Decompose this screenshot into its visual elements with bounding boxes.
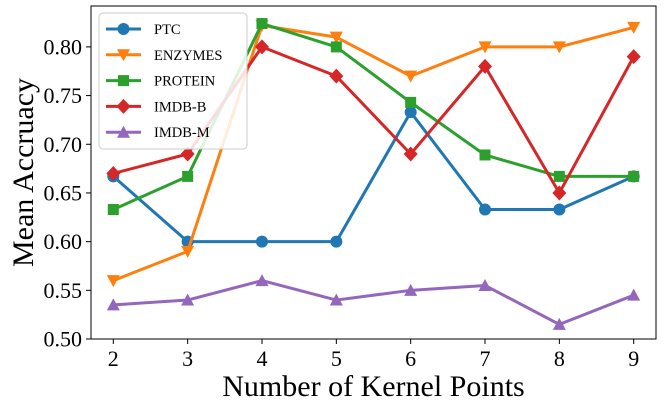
data-point <box>628 170 640 182</box>
legend-label: PROTEIN <box>154 74 216 90</box>
data-point <box>404 106 417 119</box>
x-tick-label: 3 <box>182 346 193 371</box>
x-tick-label: 9 <box>628 346 639 371</box>
legend-marker <box>116 98 131 114</box>
data-point <box>107 204 119 215</box>
data-point <box>403 146 418 162</box>
data-point <box>552 41 566 54</box>
y-tick-label: 0.50 <box>44 327 83 352</box>
x-tick-label: 7 <box>480 346 491 371</box>
legend-marker <box>117 49 130 62</box>
data-point <box>255 274 269 287</box>
plot-area: 2 3 4 5 6 7 8 9 0.50 0.55 0.60 0.65 0.70 0.75 0.80 <box>44 5 657 371</box>
data-point <box>626 49 641 65</box>
data-point <box>627 288 641 301</box>
y-tick-label: 0.80 <box>44 34 83 59</box>
data-point <box>553 170 565 182</box>
data-point <box>552 185 567 201</box>
data-point <box>256 18 268 30</box>
series-line <box>112 110 635 244</box>
data-point <box>627 21 641 34</box>
legend-label: ENZYMES <box>154 48 222 64</box>
data-point <box>404 70 418 83</box>
data-point <box>181 293 195 306</box>
y-tick-label: 0.70 <box>44 132 83 157</box>
data-point <box>552 317 566 330</box>
legend-entry-imdb-b: IMDB-B <box>106 98 206 115</box>
data-point <box>478 278 492 291</box>
data-point <box>180 146 195 162</box>
legend: PTC ENZYMES PROTEIN IMDB-B IMDB-M <box>98 12 248 150</box>
y-tick-label: 0.75 <box>44 83 83 108</box>
legend-entry-ptc: PTC <box>106 22 181 38</box>
data-point <box>329 293 343 306</box>
data-point <box>329 31 343 44</box>
x-tick-label: 6 <box>405 346 416 371</box>
data-point <box>479 149 491 161</box>
legend-marker <box>118 75 129 87</box>
legend-marker <box>117 125 130 138</box>
legend-label: IMDB-M <box>154 125 210 141</box>
data-point <box>553 203 566 216</box>
data-point <box>329 68 344 84</box>
data-point <box>479 203 492 216</box>
data-point <box>330 41 342 53</box>
x-axis-label: Number of Kernel Points <box>222 370 524 403</box>
x-tick-label: 5 <box>331 346 342 371</box>
legend-frame <box>98 12 248 150</box>
legend-marker <box>117 23 130 35</box>
x-tick-label: 4 <box>256 346 267 371</box>
series-imdb-m <box>106 274 641 330</box>
axes-frame <box>90 5 657 340</box>
legend-entry-imdb-m: IMDB-M <box>106 125 210 141</box>
y-axis-label: Mean Accruacy <box>7 78 40 267</box>
data-point <box>106 275 120 288</box>
series-line <box>113 279 635 326</box>
legend-entry-protein: PROTEIN <box>106 74 216 90</box>
series-line <box>112 23 635 282</box>
data-point <box>404 283 418 296</box>
data-point <box>478 41 492 54</box>
data-point <box>255 235 268 248</box>
legend-label: IMDB-B <box>154 99 206 115</box>
data-point <box>106 298 120 311</box>
y-tick-label: 0.55 <box>44 278 83 303</box>
legend-entry-enzymes: ENZYMES <box>106 48 222 64</box>
data-point <box>106 165 121 181</box>
data-point <box>181 245 195 258</box>
data-point <box>405 96 417 108</box>
y-tick-label: 0.60 <box>44 229 83 254</box>
y-tick-label: 0.65 <box>44 180 83 205</box>
data-point <box>182 170 194 182</box>
x-tick-label: 2 <box>108 346 119 371</box>
data-point <box>330 235 343 248</box>
legend-label: PTC <box>154 22 181 38</box>
x-tick-label: 8 <box>554 346 565 371</box>
data-point <box>254 39 269 55</box>
data-point <box>478 58 493 74</box>
